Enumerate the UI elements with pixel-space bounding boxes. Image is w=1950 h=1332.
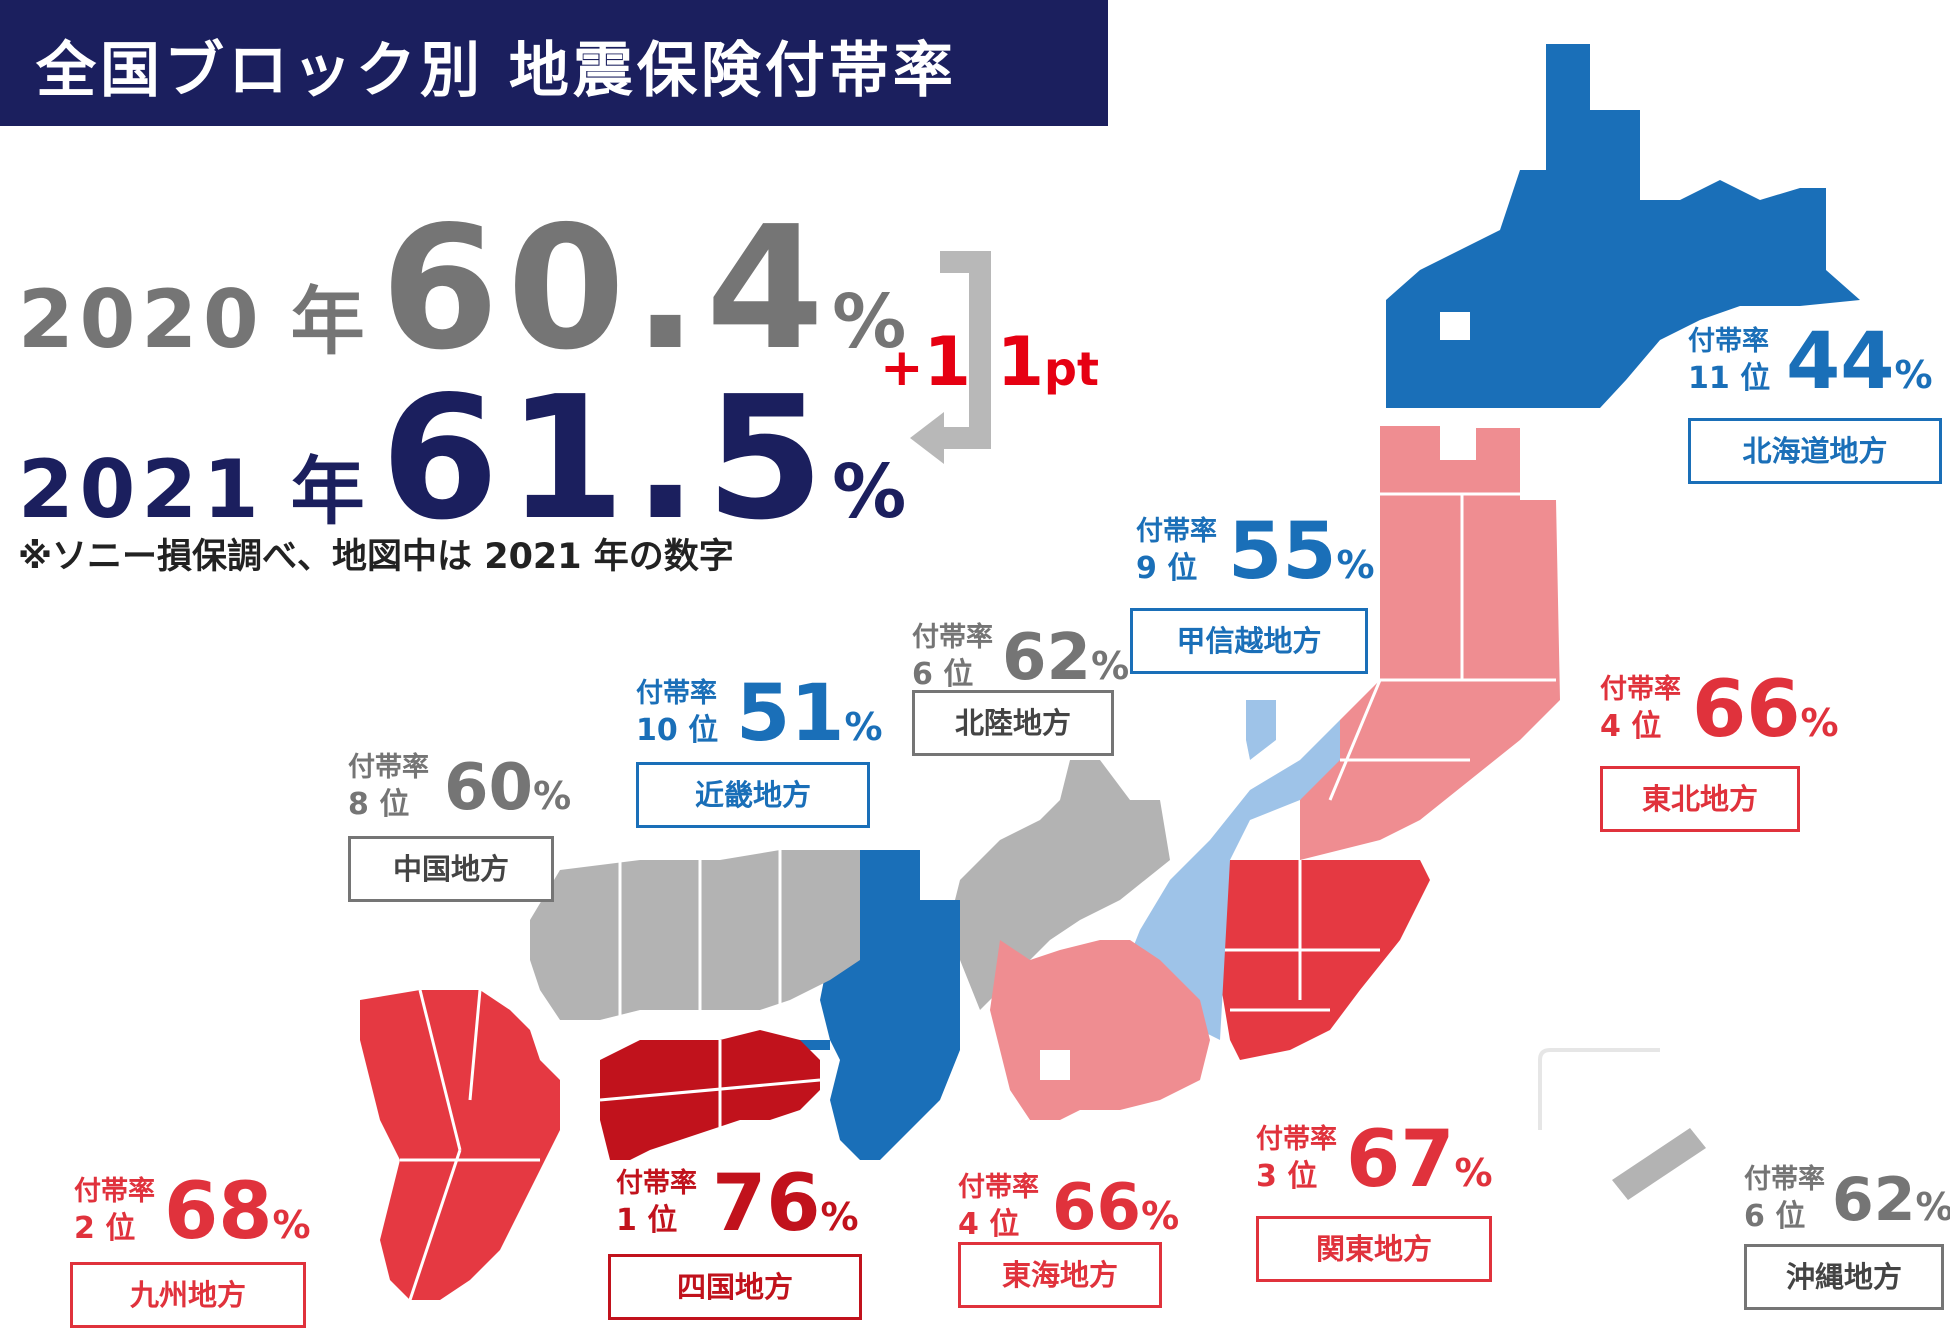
tohoku-name: 東北地方 [1600, 766, 1800, 832]
delta-unit: pt [1044, 342, 1099, 396]
kanto-name: 関東地方 [1256, 1216, 1492, 1282]
region-koshinetsu [1120, 720, 1340, 1040]
label-koshinetsu: 付帯率 9 位 55% 甲信越地方 [1130, 512, 1375, 676]
chugoku-rank: 8 位 [348, 787, 410, 822]
hokkaido-name: 北海道地方 [1688, 418, 1942, 484]
tokai-rank-label: 付帯率 [958, 1172, 1039, 1203]
hokuriku-name: 北陸地方 [912, 690, 1114, 756]
title-banner: 全国ブロック別 地震保険付帯率 [0, 0, 1108, 126]
hokuriku-rate: 62% [1002, 621, 1130, 695]
year-2021-nen: 年 [290, 449, 365, 535]
change-arrow-icon [934, 251, 991, 449]
label-kyushu: 付帯率 2 位 68% 九州地方 [70, 1172, 311, 1328]
shikoku-rank: 1 位 [616, 1203, 678, 1238]
rate-2020-value: 60.4 [380, 190, 833, 388]
tohoku-rank-label: 付帯率 [1600, 674, 1681, 705]
chugoku-rate: 60% [444, 751, 572, 825]
kyushu-name: 九州地方 [70, 1262, 306, 1328]
okinawa-rank-label: 付帯率 [1744, 1164, 1825, 1195]
koshinetsu-rank-label: 付帯率 [1136, 516, 1217, 547]
hokkaido-rate: 44% [1786, 317, 1933, 407]
label-kanto: 付帯率 3 位 67% 関東地方 [1256, 1120, 1493, 1284]
kanto-rank: 3 位 [1256, 1159, 1318, 1194]
label-hokkaido: 付帯率 11 位 44% 北海道地方 [1688, 322, 1942, 486]
page-title: 全国ブロック別 地震保険付帯率 [36, 36, 957, 106]
hokkaido-rank: 11 位 [1688, 361, 1771, 396]
year-2021-rate: 2021 年61.5% [18, 360, 906, 558]
region-okinawa [1612, 1128, 1706, 1200]
label-hokuriku: 付帯率 6 位 62% 北陸地方 [912, 621, 1129, 782]
label-okinawa: 付帯率 6 位 62% 沖縄地方 [1744, 1164, 1950, 1324]
sado-island [1246, 700, 1276, 760]
kinki-rank: 10 位 [636, 713, 719, 748]
label-kinki: 付帯率 10 位 51% 近畿地方 [636, 674, 883, 838]
hokuriku-rank-label: 付帯率 [912, 622, 993, 653]
year-2020: 2020 [18, 273, 265, 366]
delta-plus: + [880, 338, 924, 398]
okinawa-frame [1538, 1048, 1660, 1130]
kinki-rate: 51% [736, 669, 883, 759]
kinki-name: 近畿地方 [636, 762, 870, 828]
kyushu-rate: 68% [164, 1167, 311, 1257]
kanto-rate: 67% [1346, 1115, 1493, 1205]
shikoku-rate: 76% [712, 1159, 859, 1249]
tokai-rate: 66% [1052, 1171, 1180, 1245]
rate-2020-pct: % [832, 279, 907, 365]
okinawa-name: 沖縄地方 [1744, 1244, 1944, 1310]
tohoku-rate: 66% [1692, 665, 1839, 755]
kyushu-rank-label: 付帯率 [74, 1176, 155, 1207]
chugoku-name: 中国地方 [348, 836, 554, 902]
source-note: ※ソニー損保調べ、地図中は 2021 年の数字 [18, 537, 734, 577]
rate-2021-value: 61.5 [380, 360, 833, 558]
hokkaido-rank-label: 付帯率 [1688, 326, 1769, 357]
rate-2021-pct: % [832, 449, 907, 535]
chugoku-rank-label: 付帯率 [348, 752, 429, 783]
year-2020-nen: 年 [290, 279, 365, 365]
region-kanto [1210, 860, 1430, 1060]
label-shikoku: 付帯率 1 位 76% 四国地方 [608, 1164, 862, 1328]
koshinetsu-name: 甲信越地方 [1130, 608, 1368, 674]
koshinetsu-rate: 55% [1228, 507, 1375, 597]
tohoku-rank: 4 位 [1600, 709, 1662, 744]
region-shikoku [600, 1030, 820, 1160]
shikoku-name: 四国地方 [608, 1254, 862, 1320]
koshinetsu-rank: 9 位 [1136, 551, 1198, 586]
year-2021: 2021 [18, 443, 265, 536]
tokai-rank: 4 位 [958, 1207, 1020, 1242]
label-chugoku: 付帯率 8 位 60% 中国地方 [348, 751, 571, 912]
region-hokkaido [1386, 44, 1860, 408]
arrow-head-icon [910, 412, 944, 464]
kinki-rank-label: 付帯率 [636, 678, 717, 709]
region-tohoku [1300, 426, 1560, 860]
kyushu-rank: 2 位 [74, 1211, 136, 1246]
shikoku-rank-label: 付帯率 [616, 1168, 697, 1199]
kanto-rank-label: 付帯率 [1256, 1124, 1337, 1155]
hokuriku-rank: 6 位 [912, 657, 974, 692]
okinawa-rate: 62% [1832, 1165, 1950, 1235]
okinawa-rank: 6 位 [1744, 1199, 1806, 1234]
year-2020-rate: 2020 年60.4% [18, 190, 906, 388]
tokai-name: 東海地方 [958, 1242, 1162, 1308]
label-tokai: 付帯率 4 位 66% 東海地方 [958, 1171, 1179, 1332]
label-tohoku: 付帯率 4 位 66% 東北地方 [1600, 670, 1839, 834]
region-chugoku [530, 850, 860, 1020]
